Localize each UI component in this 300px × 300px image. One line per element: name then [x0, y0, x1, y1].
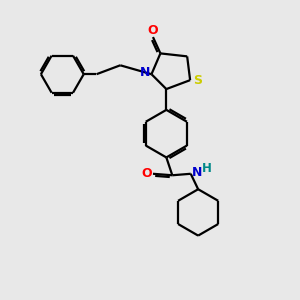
- Text: O: O: [148, 24, 158, 37]
- Text: O: O: [141, 167, 152, 180]
- Text: S: S: [193, 74, 202, 87]
- Text: N: N: [192, 166, 202, 179]
- Text: N: N: [140, 66, 150, 79]
- Text: H: H: [202, 162, 212, 175]
